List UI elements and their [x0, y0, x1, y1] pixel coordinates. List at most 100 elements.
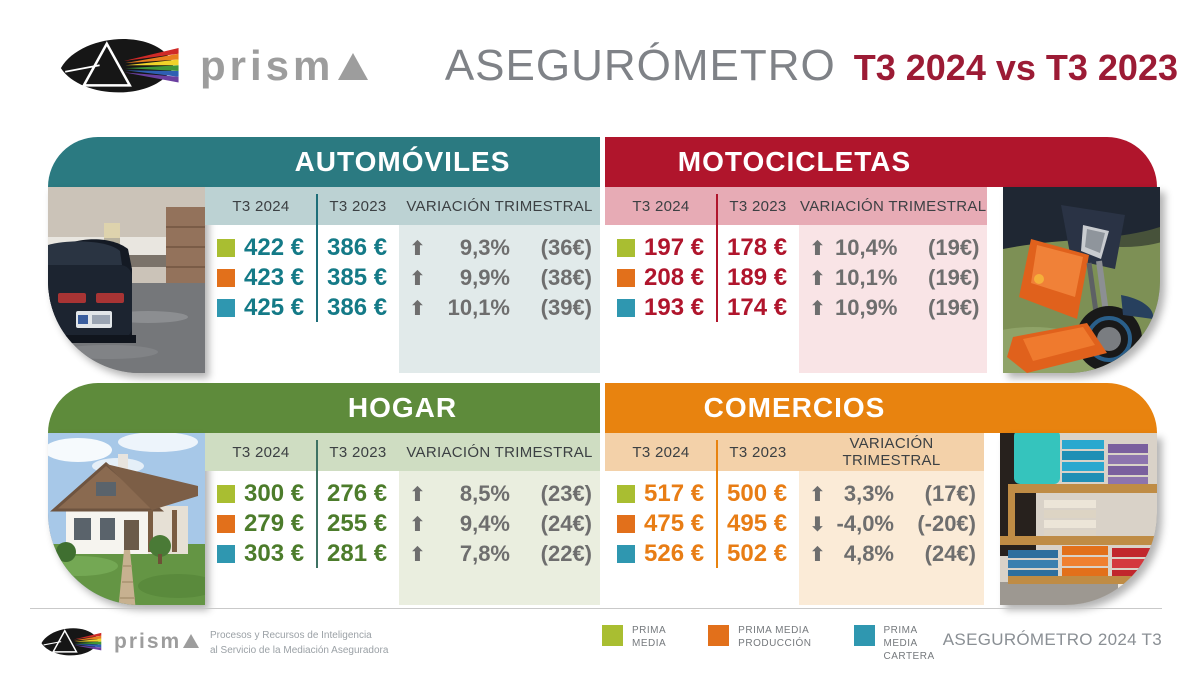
- footer-edition-label: ASEGURÓMETRO 2024 T3: [942, 630, 1162, 649]
- col-header-t3-2023: T3 2023: [329, 197, 387, 215]
- tagline-line-1: Procesos y Recursos de Inteligencia: [210, 630, 372, 641]
- col-header-t3-2023: T3 2023: [329, 443, 387, 461]
- value-2024: 423 €: [244, 264, 305, 291]
- card-motocicletas: MOTOCICLETAS T3 2024 T3 2023 VARIACIÓN T…: [605, 137, 1161, 373]
- variation-pct: 4,8%: [843, 541, 894, 566]
- value-2023: 386 €: [327, 294, 388, 321]
- page-title: ASEGURÓMETRO: [444, 41, 836, 90]
- value-2024: 193 €: [644, 294, 705, 321]
- legend-label: PRIMA MEDIA PRODUCCIÓN: [738, 625, 812, 649]
- variation-diff: (19€): [928, 265, 980, 290]
- card-title: HOGAR: [347, 392, 458, 423]
- value-2024: 208 €: [644, 264, 705, 291]
- table-row: 208 € 189 € ⬆ 10,1% (19€): [605, 263, 987, 293]
- value-2023: 255 €: [327, 510, 388, 537]
- variation-diff: (-20€): [917, 511, 976, 536]
- column-divider: [716, 440, 718, 568]
- variation-column-bg: [799, 225, 988, 373]
- variation-pct: 10,1%: [835, 265, 898, 290]
- col-header-t3-2023: T3 2023: [729, 443, 787, 461]
- prima-media-produccion-swatch-icon: [708, 625, 730, 646]
- card-hogar-header: HOGAR: [48, 383, 600, 433]
- prima-media-swatch-icon: [217, 485, 235, 503]
- comercios-table: T3 2024 T3 2023 VARIACIÓN TRIMESTRAL 517…: [605, 433, 984, 605]
- table-row: 300 € 276 € ⬆ 8,5% (23€): [205, 479, 600, 509]
- table-row: 422 € 386 € ⬆ 9,3% (36€): [205, 233, 600, 263]
- col-header-t3-2023: T3 2023: [729, 197, 787, 215]
- trend-arrow-icon: ⬆: [409, 266, 426, 290]
- variation-pct: 10,9%: [835, 295, 898, 320]
- footer-wordmark: prism: [114, 630, 200, 654]
- table-row: 526 € 502 € ⬆ 4,8% (24€): [605, 539, 984, 569]
- trend-arrow-icon: ⬆: [409, 542, 426, 566]
- col-header-t3-2024: T3 2024: [232, 443, 290, 461]
- trend-arrow-icon: ⬆: [409, 512, 426, 536]
- col-header-t3-2024: T3 2024: [632, 197, 690, 215]
- column-divider: [316, 194, 318, 322]
- prisma-wordmark: prism: [200, 42, 369, 90]
- col-header-t3-2024: T3 2024: [632, 443, 690, 461]
- variation-diff: (19€): [928, 295, 980, 320]
- legend-item-prima-media: PRIMA MEDIA: [602, 624, 666, 663]
- col-header-variation: VARIACIÓN TRIMESTRAL: [406, 197, 593, 215]
- prisma-logo-icon: [60, 39, 179, 93]
- value-2023: 502 €: [727, 540, 788, 567]
- column-divider: [316, 440, 318, 568]
- series-legend: PRIMA MEDIA PRIMA MEDIA PRODUCCIÓN PRIMA…: [602, 624, 935, 663]
- value-2023: 495 €: [727, 510, 788, 537]
- prima-media-produccion-swatch-icon: [217, 269, 235, 287]
- prima-media-produccion-swatch-icon: [217, 515, 235, 533]
- footer-brand: prism: [40, 620, 200, 664]
- comercios-photo: [1000, 433, 1157, 605]
- variation-pct: 10,4%: [835, 235, 898, 260]
- table-row: 475 € 495 € ⬇ -4,0% (-20€): [605, 509, 984, 539]
- cards-grid: AUTOMÓVILES: [48, 137, 1161, 605]
- brand-triangle-a-icon: [183, 634, 200, 648]
- trend-arrow-icon: ⬇: [809, 512, 826, 536]
- trend-arrow-icon: ⬆: [809, 296, 826, 320]
- trend-arrow-icon: ⬆: [809, 482, 826, 506]
- variation-column-bg: [799, 471, 984, 605]
- col-header-variation: VARIACIÓN TRIMESTRAL: [842, 435, 941, 469]
- card-comercios-header: COMERCIOS: [605, 383, 1157, 433]
- motocicletas-photo: [1003, 187, 1161, 373]
- brand-text: prism: [114, 630, 182, 653]
- variation-diff: (23€): [540, 481, 592, 506]
- value-2023: 178 €: [727, 234, 788, 261]
- card-automoviles: AUTOMÓVILES: [48, 137, 600, 373]
- column-divider: [716, 194, 718, 322]
- table-row: 279 € 255 € ⬆ 9,4% (24€): [205, 509, 600, 539]
- variation-diff: (39€): [540, 295, 592, 320]
- automoviles-table: T3 2024 T3 2023 VARIACIÓN TRIMESTRAL 422…: [205, 187, 600, 373]
- col-header-variation: VARIACIÓN TRIMESTRAL: [800, 197, 987, 215]
- trend-arrow-icon: ⬆: [809, 266, 826, 290]
- variation-pct: 3,3%: [843, 481, 894, 506]
- prima-media-swatch-icon: [217, 239, 235, 257]
- hogar-table: T3 2024 T3 2023 VARIACIÓN TRIMESTRAL 300…: [205, 433, 600, 605]
- value-2023: 500 €: [727, 480, 788, 507]
- value-2024: 303 €: [244, 540, 305, 567]
- prima-media-produccion-swatch-icon: [617, 269, 635, 287]
- card-automoviles-header: AUTOMÓVILES: [48, 137, 600, 187]
- value-2024: 422 €: [244, 234, 305, 261]
- prisma-logo-small-icon: [41, 628, 102, 656]
- variation-column-bg: [399, 471, 600, 605]
- value-2024: 517 €: [644, 480, 705, 507]
- table-row: 517 € 500 € ⬆ 3,3% (17€): [605, 479, 984, 509]
- variation-column-bg: [399, 225, 600, 373]
- value-2023: 276 €: [327, 480, 388, 507]
- page-footer: prism Procesos y Recursos de Inteligenci…: [40, 612, 1162, 680]
- table-row: 303 € 281 € ⬆ 7,8% (22€): [205, 539, 600, 569]
- legend-label: PRIMA MEDIA CARTERA: [883, 625, 935, 662]
- hogar-photo: [48, 433, 205, 605]
- col-header-t3-2024: T3 2024: [232, 197, 290, 215]
- value-2023: 386 €: [327, 234, 388, 261]
- prima-media-produccion-swatch-icon: [617, 515, 635, 533]
- trend-arrow-icon: ⬆: [809, 236, 826, 260]
- prima-media-cartera-swatch-icon: [217, 545, 235, 563]
- value-2024: 279 €: [244, 510, 305, 537]
- variation-pct: 7,8%: [459, 541, 510, 566]
- card-title: COMERCIOS: [703, 392, 886, 423]
- page-header: prism ASEGURÓMETRO T3 2024 vs T3 2023: [58, 16, 1178, 116]
